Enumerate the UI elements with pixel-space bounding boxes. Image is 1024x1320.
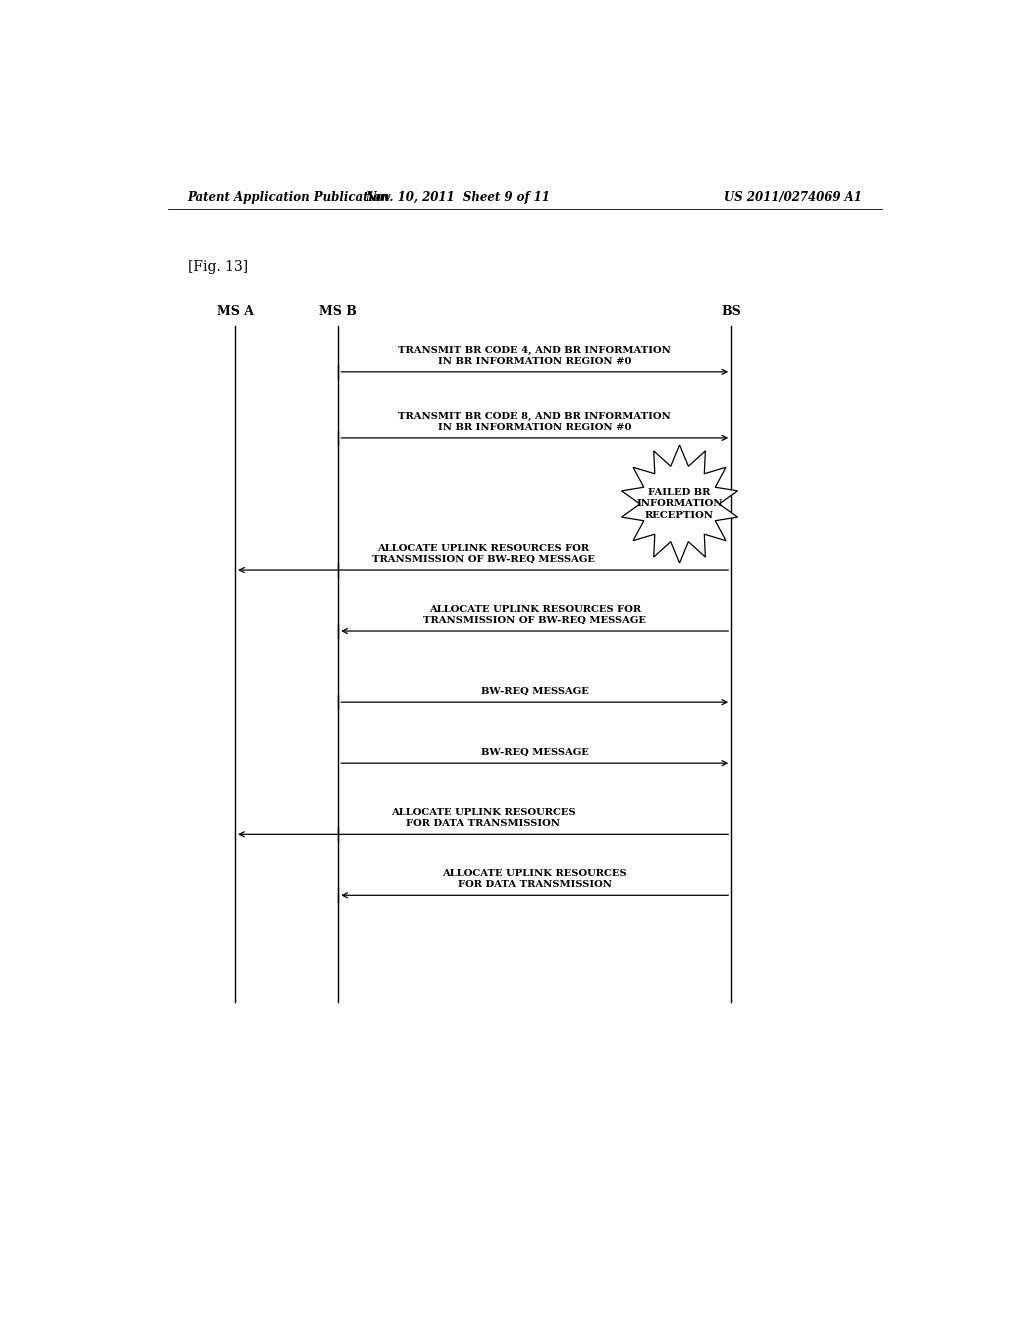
Text: Patent Application Publication: Patent Application Publication (187, 190, 390, 203)
Text: TRANSMIT BR CODE 8, AND BR INFORMATION
IN BR INFORMATION REGION #0: TRANSMIT BR CODE 8, AND BR INFORMATION I… (398, 412, 671, 432)
Text: [Fig. 13]: [Fig. 13] (187, 260, 248, 275)
Text: MS B: MS B (319, 305, 357, 318)
Text: FAILED BR
INFORMATION
RECEPTION: FAILED BR INFORMATION RECEPTION (636, 488, 723, 520)
Text: MS A: MS A (217, 305, 254, 318)
Text: ALLOCATE UPLINK RESOURCES FOR
TRANSMISSION OF BW-REQ MESSAGE: ALLOCATE UPLINK RESOURCES FOR TRANSMISSI… (372, 544, 595, 564)
Text: Nov. 10, 2011  Sheet 9 of 11: Nov. 10, 2011 Sheet 9 of 11 (365, 190, 550, 203)
Polygon shape (622, 445, 737, 562)
Text: ALLOCATE UPLINK RESOURCES
FOR DATA TRANSMISSION: ALLOCATE UPLINK RESOURCES FOR DATA TRANS… (442, 869, 627, 890)
Text: BW-REQ MESSAGE: BW-REQ MESSAGE (481, 748, 589, 758)
Text: US 2011/0274069 A1: US 2011/0274069 A1 (724, 190, 862, 203)
Text: BS: BS (721, 305, 741, 318)
Text: BW-REQ MESSAGE: BW-REQ MESSAGE (481, 688, 589, 696)
Text: ALLOCATE UPLINK RESOURCES FOR
TRANSMISSION OF BW-REQ MESSAGE: ALLOCATE UPLINK RESOURCES FOR TRANSMISSI… (423, 605, 646, 624)
Text: ALLOCATE UPLINK RESOURCES
FOR DATA TRANSMISSION: ALLOCATE UPLINK RESOURCES FOR DATA TRANS… (391, 808, 575, 828)
Text: TRANSMIT BR CODE 4, AND BR INFORMATION
IN BR INFORMATION REGION #0: TRANSMIT BR CODE 4, AND BR INFORMATION I… (398, 346, 671, 366)
